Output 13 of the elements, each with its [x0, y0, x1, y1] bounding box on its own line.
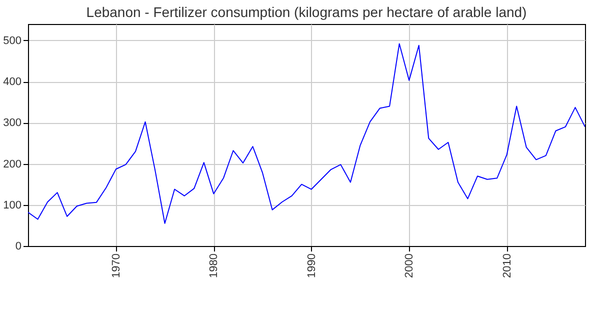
x-tick-label: 2000 — [404, 254, 416, 278]
x-tick-label: 1990 — [306, 254, 318, 278]
y-tick-label: 200 — [3, 158, 22, 170]
y-tick-label: 300 — [3, 117, 22, 130]
y-tick-label: 400 — [3, 76, 22, 88]
y-tick-label: 100 — [3, 199, 22, 212]
x-tick-label: 1970 — [110, 254, 122, 278]
x-tick-label: 1980 — [208, 254, 220, 278]
x-tick-label: 2010 — [501, 254, 514, 278]
chart-title: Lebanon - Fertilizer consumption (kilograms per hectare of arable land) — [86, 4, 527, 20]
line-series — [28, 43, 585, 224]
y-tick-label: 0 — [15, 240, 22, 252]
y-tick-label: 500 — [3, 34, 22, 47]
